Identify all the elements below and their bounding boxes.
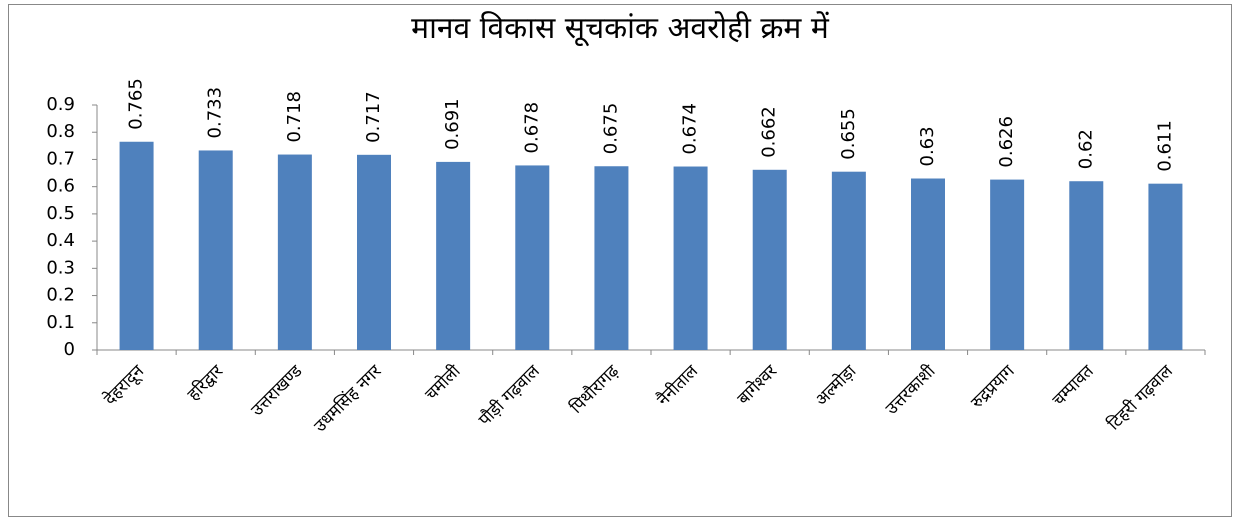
bar	[1148, 183, 1183, 350]
value-label: 0.62	[1075, 129, 1096, 169]
bar	[198, 150, 233, 350]
value-label: 0.626	[996, 116, 1017, 168]
bar	[1069, 181, 1104, 350]
bar	[119, 141, 154, 350]
value-label: 0.674	[680, 103, 701, 155]
y-tick-label: 0	[64, 339, 75, 360]
y-tick-label: 0.1	[46, 312, 75, 333]
value-label: 0.678	[521, 102, 542, 154]
bar	[990, 179, 1025, 350]
bar	[911, 178, 945, 350]
value-label: 0.611	[1154, 120, 1175, 172]
y-tick-label: 0.9	[46, 94, 75, 115]
y-tick-label: 0.2	[46, 285, 75, 306]
bar	[277, 154, 312, 350]
bar	[594, 166, 629, 350]
bar	[357, 154, 391, 350]
value-label: 0.63	[917, 126, 938, 166]
value-label: 0.733	[205, 87, 226, 139]
value-label: 0.717	[363, 91, 384, 143]
y-tick-label: 0.3	[46, 257, 75, 278]
y-tick-label: 0.4	[46, 230, 75, 251]
value-label: 0.718	[284, 91, 305, 143]
chart-title: मानव विकास सूचकांक अवरोही क्रम में	[411, 11, 830, 47]
bar	[436, 161, 471, 350]
y-tick-label: 0.5	[46, 203, 75, 224]
value-label: 0.691	[442, 98, 463, 150]
bar	[673, 166, 708, 350]
value-label: 0.765	[126, 78, 147, 130]
y-tick-label: 0.8	[46, 121, 75, 142]
value-label: 0.675	[600, 103, 621, 155]
bar	[831, 171, 866, 350]
y-tick-label: 0.7	[46, 148, 75, 169]
bar	[515, 165, 550, 350]
value-label: 0.655	[838, 108, 859, 160]
value-label: 0.662	[759, 106, 780, 158]
y-tick-label: 0.6	[46, 176, 75, 197]
bar	[752, 169, 787, 350]
